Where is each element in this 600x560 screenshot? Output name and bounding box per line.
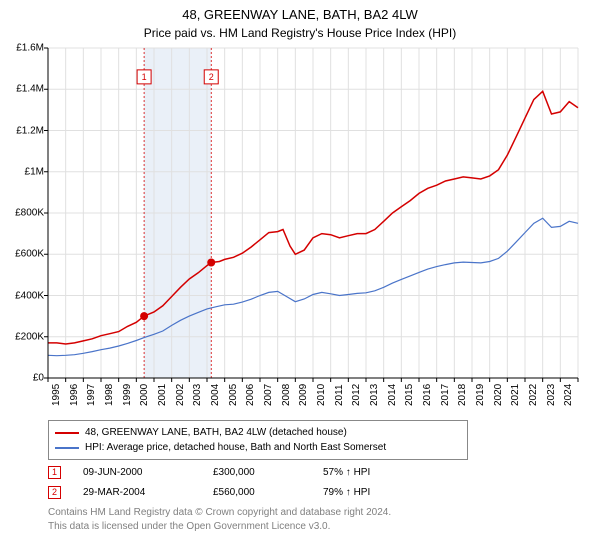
sale-marker-badge: 2 [48, 486, 61, 499]
sale-marker-date: 29-MAR-2004 [83, 487, 213, 498]
plot-area: 12 [48, 48, 578, 378]
sale-marker-price: £300,000 [213, 467, 323, 478]
x-tick-label: 2016 [422, 384, 433, 406]
legend-label: 48, GREENWAY LANE, BATH, BA2 4LW (detach… [85, 425, 347, 440]
x-tick-label: 2017 [440, 384, 451, 406]
x-tick-label: 2010 [316, 384, 327, 406]
x-tick-label: 1998 [104, 384, 115, 406]
y-tick-label: £200K [15, 331, 44, 342]
footer-line-2: This data is licensed under the Open Gov… [48, 520, 391, 534]
svg-text:2: 2 [209, 72, 214, 82]
footer-attribution: Contains HM Land Registry data © Crown c… [48, 506, 391, 534]
x-tick-label: 2006 [245, 384, 256, 406]
chart-svg: 12 [48, 48, 578, 378]
sale-marker-pct: 57% ↑ HPI [323, 467, 423, 478]
x-tick-label: 2014 [387, 384, 398, 406]
footer-line-1: Contains HM Land Registry data © Crown c… [48, 506, 391, 520]
y-tick-label: £600K [15, 249, 44, 260]
y-tick-label: £1.2M [16, 125, 44, 136]
x-tick-label: 2024 [563, 384, 574, 406]
sale-marker-pct: 79% ↑ HPI [323, 487, 423, 498]
sale-marker-row: 1 09-JUN-2000£300,00057% ↑ HPI [48, 462, 423, 482]
sale-marker-badge: 1 [48, 466, 61, 479]
legend: 48, GREENWAY LANE, BATH, BA2 4LW (detach… [48, 420, 468, 460]
x-tick-label: 2015 [404, 384, 415, 406]
chart-container: 48, GREENWAY LANE, BATH, BA2 4LW Price p… [0, 0, 600, 560]
sale-marker-row: 2 29-MAR-2004£560,00079% ↑ HPI [48, 482, 423, 502]
x-tick-label: 2008 [281, 384, 292, 406]
x-tick-label: 1995 [51, 384, 62, 406]
sale-markers-table: 1 09-JUN-2000£300,00057% ↑ HPI 2 29-MAR-200… [48, 462, 423, 502]
legend-item: HPI: Average price, detached house, Bath… [55, 440, 461, 455]
x-axis-ticks: 1995 1996 1997 1998 1999 2000 2001 2002 2003 2004… [48, 378, 578, 418]
x-tick-label: 1996 [69, 384, 80, 406]
x-tick-label: 2007 [263, 384, 274, 406]
x-tick-label: 2019 [475, 384, 486, 406]
x-tick-label: 2011 [334, 384, 345, 406]
y-tick-label: £0 [33, 373, 44, 384]
x-tick-label: 2001 [157, 384, 168, 406]
x-tick-label: 2003 [192, 384, 203, 406]
x-tick-label: 2005 [228, 384, 239, 406]
x-tick-label: 2004 [210, 384, 221, 406]
x-tick-label: 2021 [510, 384, 521, 406]
x-tick-label: 2023 [546, 384, 557, 406]
y-tick-label: £800K [15, 208, 44, 219]
x-tick-label: 2000 [139, 384, 150, 406]
x-tick-label: 2009 [298, 384, 309, 406]
sale-marker-price: £560,000 [213, 487, 323, 498]
y-tick-label: £1.6M [16, 43, 44, 54]
chart-subtitle: Price paid vs. HM Land Registry's House … [0, 24, 600, 40]
sale-marker-date: 09-JUN-2000 [83, 467, 213, 478]
x-tick-label: 2013 [369, 384, 380, 406]
x-tick-label: 2002 [175, 384, 186, 406]
x-tick-label: 2018 [457, 384, 468, 406]
svg-text:1: 1 [142, 72, 147, 82]
legend-item: 48, GREENWAY LANE, BATH, BA2 4LW (detach… [55, 425, 461, 440]
legend-swatch [55, 432, 79, 434]
x-tick-label: 2022 [528, 384, 539, 406]
x-tick-label: 1997 [86, 384, 97, 406]
legend-label: HPI: Average price, detached house, Bath… [85, 440, 386, 455]
legend-swatch [55, 447, 79, 449]
x-tick-label: 1999 [122, 384, 133, 406]
y-tick-label: £1M [25, 166, 44, 177]
chart-title: 48, GREENWAY LANE, BATH, BA2 4LW [0, 0, 600, 24]
y-tick-label: £1.4M [16, 84, 44, 95]
y-tick-label: £400K [15, 290, 44, 301]
x-tick-label: 2020 [493, 384, 504, 406]
x-tick-label: 2012 [351, 384, 362, 406]
